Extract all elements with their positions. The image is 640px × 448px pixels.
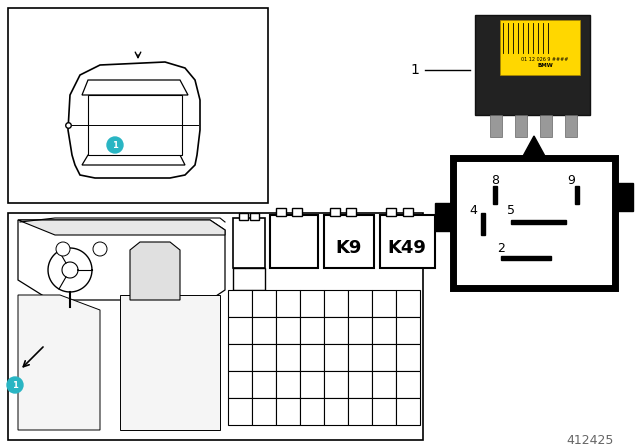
Bar [252,371,276,398]
Bar [380,215,435,268]
Bar [515,115,527,137]
Bar [453,158,615,288]
Bar [372,317,396,344]
Polygon shape [82,80,188,95]
Polygon shape [68,62,200,178]
Bar [300,290,324,317]
Bar [228,290,252,317]
Bar [511,220,566,224]
Polygon shape [82,155,185,165]
Bar [45,240,125,258]
Text: 1: 1 [112,141,118,150]
Polygon shape [522,136,546,158]
Bar [324,215,374,268]
Bar [403,208,413,216]
Text: K9: K9 [336,239,362,257]
Polygon shape [18,220,225,235]
Bar [615,183,633,211]
Bar [8,8,268,203]
Bar [396,317,420,344]
Bar [228,344,252,371]
Bar [396,371,420,398]
Bar [475,15,590,115]
Bar [228,371,252,398]
Bar [490,115,502,137]
Bar [396,344,420,371]
Bar [8,213,423,440]
Bar [435,203,453,231]
Bar [348,371,372,398]
Bar [228,398,252,425]
Bar [575,186,579,204]
Bar [276,371,300,398]
Bar [324,290,348,317]
Circle shape [7,377,23,393]
Text: 412425: 412425 [566,434,614,447]
Text: K49: K49 [388,239,426,257]
Bar [324,371,348,398]
Polygon shape [18,220,225,300]
Bar [252,398,276,425]
Bar [348,290,372,317]
Text: 2: 2 [497,241,505,254]
Text: 9: 9 [567,173,575,186]
Bar [346,208,356,216]
Bar [348,344,372,371]
Bar [493,186,497,204]
Bar [239,213,248,220]
Bar [330,208,340,216]
Bar [396,398,420,425]
Bar [276,290,300,317]
Text: 8: 8 [491,173,499,186]
Bar [276,344,300,371]
Bar [372,398,396,425]
Bar [348,317,372,344]
Bar [300,371,324,398]
Bar [324,344,348,371]
Text: 5: 5 [507,203,515,216]
Polygon shape [120,295,220,430]
Bar [324,317,348,344]
Circle shape [93,242,107,256]
Bar [276,208,286,216]
Text: 01 12 026 9 ####: 01 12 026 9 #### [522,57,569,62]
Bar [565,115,577,137]
Circle shape [56,242,70,256]
Text: BMW: BMW [537,63,553,68]
Bar [453,158,615,288]
Polygon shape [130,242,180,300]
Bar [501,256,551,260]
Bar [500,20,580,75]
Bar [372,344,396,371]
Text: 4: 4 [469,203,477,216]
Bar [300,398,324,425]
Bar [252,290,276,317]
Bar [233,218,265,268]
Bar [270,215,318,268]
Bar [372,371,396,398]
Bar [300,344,324,371]
Bar [396,290,420,317]
Bar [324,398,348,425]
Polygon shape [88,95,182,155]
Bar [348,398,372,425]
Bar [252,344,276,371]
Bar [228,317,252,344]
Bar [292,208,302,216]
Bar [250,213,259,220]
Text: 1: 1 [411,63,419,77]
Circle shape [107,137,123,153]
Bar [140,260,170,290]
Bar [252,317,276,344]
Bar [540,115,552,137]
Bar [300,317,324,344]
Text: 1: 1 [12,380,18,389]
Bar [386,208,396,216]
Bar [372,290,396,317]
Polygon shape [18,295,100,430]
Bar [233,268,265,290]
Bar [276,317,300,344]
Bar [481,213,485,235]
Bar [276,398,300,425]
